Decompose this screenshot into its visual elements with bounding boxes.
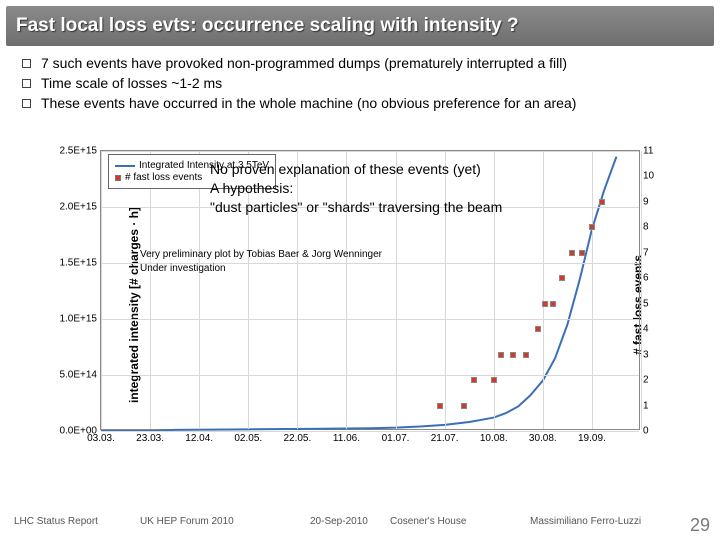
gridline-h bbox=[101, 319, 639, 320]
y-right-tick-label: 8 bbox=[639, 222, 649, 233]
gridline-v bbox=[199, 151, 200, 429]
y-left-tick-label: 1.0E+15 bbox=[59, 314, 101, 325]
gridline-v bbox=[101, 151, 102, 429]
y-right-tick-label: 7 bbox=[639, 247, 649, 258]
y-right-tick-label: 10 bbox=[639, 171, 654, 182]
y-right-tick-label: 4 bbox=[639, 324, 649, 335]
legend-label: # fast loss events bbox=[125, 172, 202, 183]
scatter-point bbox=[542, 301, 548, 307]
footer-author: Massimiliano Ferro-Luzzi bbox=[530, 516, 641, 527]
slide-footer: LHC Status Report UK HEP Forum 2010 20-S… bbox=[0, 516, 720, 534]
annotation-line: Under investigation bbox=[140, 262, 382, 276]
gridline-v bbox=[592, 151, 593, 429]
page-number: 29 bbox=[690, 515, 710, 536]
gridline-v bbox=[543, 151, 544, 429]
y-left-tick-label: 5.0E+14 bbox=[59, 370, 101, 381]
annotation-line: Very preliminary plot by Tobias Baer & J… bbox=[140, 248, 382, 262]
scatter-point bbox=[550, 301, 556, 307]
square-bullet-icon bbox=[22, 79, 31, 88]
slide-title: Fast local loss evts: occurrence scaling… bbox=[16, 15, 519, 37]
footer-date: 20-Sep-2010 bbox=[310, 516, 368, 527]
annotation-line: No proven explanation of these events (y… bbox=[210, 160, 502, 179]
scatter-point bbox=[589, 224, 595, 230]
y-right-tick-label: 5 bbox=[639, 298, 649, 309]
scatter-point bbox=[437, 403, 443, 409]
gridline-h bbox=[101, 375, 639, 376]
footer-venue: Cosener's House bbox=[390, 516, 466, 527]
footer-forum: UK HEP Forum 2010 bbox=[140, 516, 234, 527]
y-left-tick-label: 0.0E+00 bbox=[59, 426, 101, 437]
gridline-v bbox=[641, 151, 642, 429]
bullet-text: 7 such events have provoked non-programm… bbox=[41, 55, 567, 71]
title-bar: Fast local loss evts: occurrence scaling… bbox=[6, 6, 714, 46]
bullet-row: Time scale of losses ~1-2 ms bbox=[22, 75, 706, 91]
bullet-row: 7 such events have provoked non-programm… bbox=[22, 55, 706, 71]
legend-swatch-dot bbox=[115, 175, 121, 181]
scatter-point bbox=[559, 275, 565, 281]
scatter-point bbox=[599, 199, 605, 205]
gridline-h bbox=[101, 431, 639, 432]
annotation-main: No proven explanation of these events (y… bbox=[210, 160, 502, 217]
y-right-tick-label: 6 bbox=[639, 273, 649, 284]
footer-left: LHC Status Report bbox=[14, 516, 98, 527]
scatter-point bbox=[461, 403, 467, 409]
bullet-text: These events have occurred in the whole … bbox=[41, 95, 576, 111]
scatter-point bbox=[491, 377, 497, 383]
annotation-small: Very preliminary plot by Tobias Baer & J… bbox=[140, 248, 382, 276]
square-bullet-icon bbox=[22, 99, 31, 108]
scatter-point bbox=[579, 250, 585, 256]
scatter-point bbox=[498, 352, 504, 358]
gridline-v bbox=[150, 151, 151, 429]
scatter-point bbox=[523, 352, 529, 358]
gridline-h bbox=[101, 151, 639, 152]
y-right-tick-label: 11 bbox=[639, 146, 653, 157]
y-left-tick-label: 1.5E+15 bbox=[59, 258, 101, 269]
y-right-tick-label: 0 bbox=[639, 426, 649, 437]
annotation-line: "dust particles" or "shards" traversing … bbox=[210, 198, 502, 217]
bullet-list: 7 such events have provoked non-programm… bbox=[22, 55, 706, 115]
scatter-point bbox=[535, 326, 541, 332]
y-right-tick-label: 3 bbox=[639, 349, 649, 360]
y-left-tick-label: 2.5E+15 bbox=[59, 146, 101, 157]
bullet-row: These events have occurred in the whole … bbox=[22, 95, 706, 111]
square-bullet-icon bbox=[22, 59, 31, 68]
y-right-tick-label: 9 bbox=[639, 196, 649, 207]
scatter-point bbox=[471, 377, 477, 383]
annotation-line: A hypothesis: bbox=[210, 179, 502, 198]
bullet-text: Time scale of losses ~1-2 ms bbox=[41, 75, 222, 91]
scatter-point bbox=[510, 352, 516, 358]
legend-swatch-line bbox=[115, 165, 135, 167]
y-left-tick-label: 2.0E+15 bbox=[59, 202, 101, 213]
y-right-tick-label: 1 bbox=[639, 400, 649, 411]
y-right-tick-label: 2 bbox=[639, 375, 649, 386]
scatter-point bbox=[569, 250, 575, 256]
